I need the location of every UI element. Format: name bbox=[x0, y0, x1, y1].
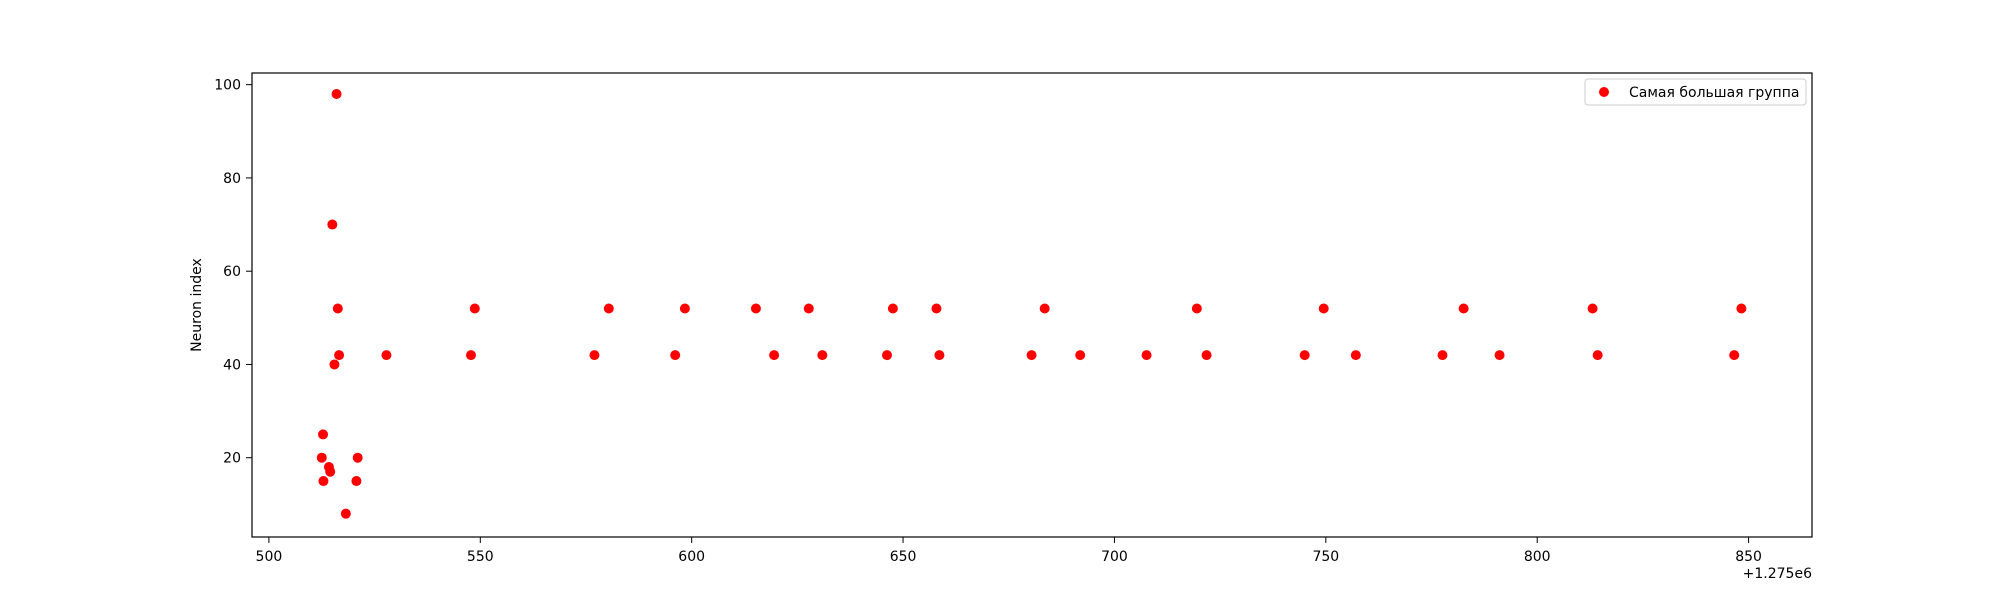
x-tick-label: 550 bbox=[467, 549, 494, 565]
data-point bbox=[316, 452, 327, 463]
data-point bbox=[325, 466, 336, 477]
legend-label: Самая большая группа bbox=[1629, 85, 1799, 101]
data-point bbox=[1141, 350, 1152, 361]
data-point bbox=[679, 303, 690, 314]
x-tick-label: 750 bbox=[1312, 549, 1339, 565]
legend: Самая большая группа bbox=[1584, 78, 1807, 106]
data-point bbox=[1494, 350, 1505, 361]
data-point bbox=[329, 359, 340, 370]
x-tick-label: 600 bbox=[678, 549, 705, 565]
data-point bbox=[589, 350, 600, 361]
x-tick-label: 700 bbox=[1101, 549, 1128, 565]
data-point bbox=[1729, 350, 1740, 361]
data-point bbox=[1075, 350, 1086, 361]
data-point bbox=[1350, 350, 1361, 361]
data-point bbox=[1736, 303, 1747, 314]
data-point bbox=[1026, 350, 1037, 361]
data-point bbox=[881, 350, 892, 361]
x-axis: 500 550 600 650 700 750 800 850 bbox=[256, 537, 1762, 565]
data-point bbox=[331, 88, 342, 99]
y-axis: 20 40 60 80 100 bbox=[214, 78, 252, 467]
legend-marker bbox=[1599, 87, 1609, 97]
data-point bbox=[769, 350, 780, 361]
data-point bbox=[931, 303, 942, 314]
data-point bbox=[327, 219, 338, 230]
data-point bbox=[1039, 303, 1050, 314]
data-point bbox=[352, 452, 363, 463]
data-point bbox=[1592, 350, 1603, 361]
data-point bbox=[318, 476, 329, 487]
data-point bbox=[817, 350, 828, 361]
data-point bbox=[934, 350, 945, 361]
y-tick-label: 20 bbox=[223, 451, 241, 467]
data-point bbox=[1191, 303, 1202, 314]
data-point bbox=[803, 303, 814, 314]
y-axis-label: Neuron index bbox=[189, 258, 205, 352]
data-point bbox=[1299, 350, 1310, 361]
y-tick-label: 60 bbox=[223, 264, 241, 280]
data-point bbox=[465, 350, 476, 361]
data-point bbox=[334, 350, 345, 361]
legend-box bbox=[1584, 78, 1807, 106]
data-point bbox=[887, 303, 898, 314]
data-point bbox=[1587, 303, 1598, 314]
data-point bbox=[469, 303, 480, 314]
data-point bbox=[1318, 303, 1329, 314]
data-point bbox=[381, 350, 392, 361]
x-tick-label: 850 bbox=[1735, 549, 1762, 565]
data-point bbox=[332, 303, 343, 314]
data-point bbox=[1437, 350, 1448, 361]
x-tick-label: 800 bbox=[1524, 549, 1551, 565]
points-layer bbox=[316, 88, 1747, 519]
data-point bbox=[1201, 350, 1212, 361]
data-point bbox=[1458, 303, 1469, 314]
y-tick-label: 80 bbox=[223, 171, 241, 187]
data-point bbox=[670, 350, 681, 361]
data-point bbox=[351, 476, 362, 487]
x-tick-label: 650 bbox=[890, 549, 917, 565]
x-axis-offset-label: +1.275e6 bbox=[1743, 566, 1812, 582]
y-tick-label: 100 bbox=[214, 78, 241, 94]
data-point bbox=[750, 303, 761, 314]
data-point bbox=[318, 429, 329, 440]
data-point bbox=[603, 303, 614, 314]
x-tick-label: 500 bbox=[256, 549, 283, 565]
data-point bbox=[340, 508, 351, 519]
y-tick-label: 40 bbox=[223, 357, 241, 373]
plot-area-frame bbox=[251, 72, 1813, 538]
